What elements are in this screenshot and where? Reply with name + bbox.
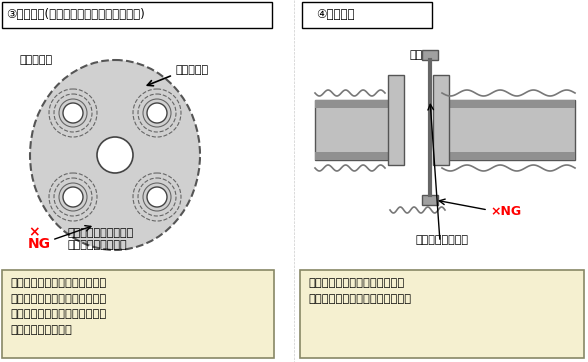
FancyBboxPatch shape	[433, 75, 449, 165]
Circle shape	[63, 103, 83, 123]
Text: 締め付け力: 締め付け力	[175, 65, 208, 75]
FancyBboxPatch shape	[2, 270, 274, 358]
Circle shape	[147, 103, 167, 123]
FancyBboxPatch shape	[315, 100, 390, 108]
FancyBboxPatch shape	[2, 2, 272, 28]
FancyBboxPatch shape	[300, 270, 584, 358]
Text: 締め付け力が弱くなる
箇所が発生している: 締め付け力が弱くなる 箇所が発生している	[68, 228, 134, 250]
FancyBboxPatch shape	[422, 195, 438, 205]
Text: NG: NG	[28, 237, 51, 251]
FancyBboxPatch shape	[440, 152, 575, 160]
FancyBboxPatch shape	[315, 152, 390, 160]
FancyBboxPatch shape	[440, 100, 575, 160]
Text: 振動: 振動	[410, 50, 423, 60]
Text: ボルトの本数や締め付けトルク
を誤ると、締め付けトルクが弱
くなる箇所ができ、漏れが発生
するリスクがある。: ボルトの本数や締め付けトルク を誤ると、締め付けトルクが弱 くなる箇所ができ、漏…	[10, 278, 106, 335]
Text: フランジ面: フランジ面	[20, 55, 53, 65]
Text: ③接合方法(ボルト選定・トルク計算など): ③接合方法(ボルト選定・トルク計算など)	[6, 8, 145, 21]
Ellipse shape	[30, 60, 200, 250]
Circle shape	[97, 137, 133, 173]
FancyBboxPatch shape	[302, 2, 432, 28]
Circle shape	[147, 187, 167, 207]
Text: 振動などによってボルトが緩む
と漏れが発生するリスクがある。: 振動などによってボルトが緩む と漏れが発生するリスクがある。	[308, 278, 411, 304]
Circle shape	[63, 187, 83, 207]
Text: ボルトの緩み発生: ボルトの緩み発生	[415, 235, 468, 245]
FancyBboxPatch shape	[315, 100, 390, 160]
Text: ×NG: ×NG	[490, 205, 521, 218]
Text: ④経年劣化: ④経年劣化	[316, 8, 355, 21]
FancyBboxPatch shape	[388, 75, 404, 165]
FancyBboxPatch shape	[422, 50, 438, 60]
Text: ×: ×	[28, 225, 39, 239]
FancyBboxPatch shape	[440, 100, 575, 108]
